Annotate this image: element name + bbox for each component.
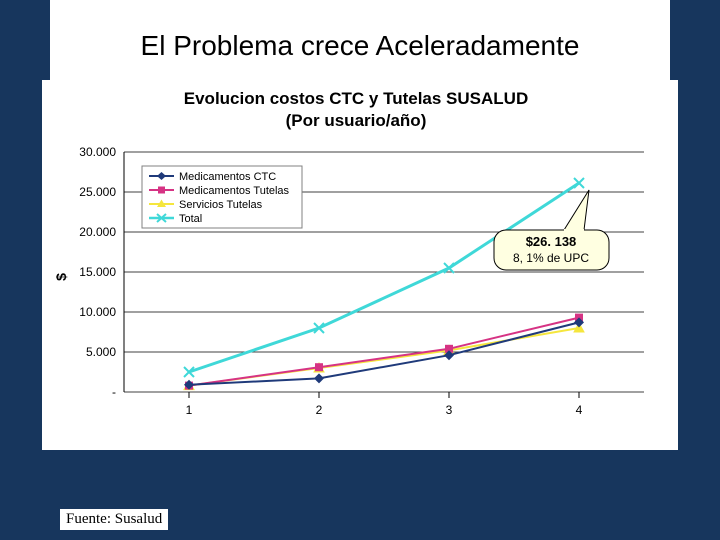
slide-title: El Problema crece Aceleradamente <box>50 0 670 80</box>
svg-text:10.000: 10.000 <box>79 305 116 319</box>
chart-svg: - 5.000 10.000 15.000 20.000 25.000 30.0… <box>54 132 664 432</box>
svg-text:5.000: 5.000 <box>86 345 116 359</box>
svg-text:1: 1 <box>186 403 193 417</box>
chart-title-line1: Evolucion costos CTC y Tutelas SUSALUD <box>184 89 528 108</box>
legend: Medicamentos CTC Medicamentos Tutelas Se… <box>142 166 302 228</box>
svg-text:4: 4 <box>576 403 583 417</box>
chart-title-line2: (Por usuario/año) <box>286 111 427 130</box>
svg-text:15.000: 15.000 <box>79 265 116 279</box>
svg-text:30.000: 30.000 <box>79 145 116 159</box>
svg-text:2: 2 <box>316 403 323 417</box>
svg-text:3: 3 <box>446 403 453 417</box>
svg-text:Servicios Tutelas: Servicios Tutelas <box>179 199 263 211</box>
svg-text:25.000: 25.000 <box>79 185 116 199</box>
svg-text:-: - <box>112 385 116 399</box>
source-label: Fuente: Susalud <box>60 509 168 530</box>
svg-text:Medicamentos CTC: Medicamentos CTC <box>179 171 276 183</box>
callout-percent: 8, 1% de UPC <box>513 251 589 265</box>
chart-title: Evolucion costos CTC y Tutelas SUSALUD (… <box>54 88 658 132</box>
x-ticks: 1 2 3 4 <box>186 392 583 417</box>
chart-container: Evolucion costos CTC y Tutelas SUSALUD (… <box>42 80 678 450</box>
svg-text:20.000: 20.000 <box>79 225 116 239</box>
svg-text:Total: Total <box>179 213 202 225</box>
svg-text:Medicamentos Tutelas: Medicamentos Tutelas <box>179 185 290 197</box>
y-axis-label: $ <box>54 273 69 281</box>
callout-value: $26. 138 <box>526 234 577 249</box>
series-servicios-tutelas <box>184 323 584 390</box>
y-tick-labels: - 5.000 10.000 15.000 20.000 25.000 30.0… <box>79 145 116 399</box>
